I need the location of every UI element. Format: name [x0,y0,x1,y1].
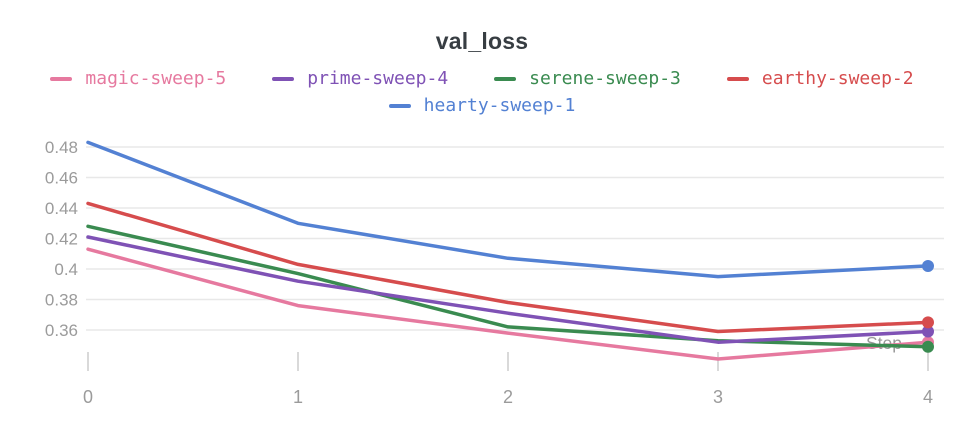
x-axis-tick-label: 0 [83,387,93,407]
chart-legend: magic-sweep-5 prime-sweep-4 serene-sweep-3… [0,68,964,117]
x-axis-tick-label: 3 [713,387,723,407]
legend-label: serene-sweep-3 [529,68,681,89]
legend-label: magic-sweep-5 [85,68,227,89]
legend-item-hearty-sweep-1[interactable]: hearty-sweep-1 [388,95,576,117]
legend-swatch-icon [388,104,411,108]
y-axis-tick-label: 0.48 [45,138,78,157]
legend-row: magic-sweep-5 prime-sweep-4 serene-sweep-3… [50,68,914,90]
chart-title: val_loss [435,28,529,54]
legend-item-serene-sweep-3[interactable]: serene-sweep-3 [494,68,681,90]
series-line-serene-sweep-3[interactable] [86,224,930,349]
series-endpoint-earthy-sweep-2[interactable] [922,316,934,329]
y-axis-tick-label: 0.42 [45,230,78,249]
legend-swatch-icon [272,77,295,81]
series-endpoint-hearty-sweep-1[interactable] [922,259,934,272]
legend-label: prime-sweep-4 [307,68,449,89]
legend-row: hearty-sweep-1 [388,95,576,117]
series-line-magic-sweep-5[interactable] [86,247,930,361]
legend-swatch-icon [50,77,73,81]
legend-swatch-icon [494,77,517,81]
series-endpoint-prime-sweep-4[interactable] [922,325,934,338]
legend-label: hearty-sweep-1 [423,95,576,116]
x-axis-tick-label: 2 [503,387,513,407]
series-line-prime-sweep-4[interactable] [86,235,930,344]
legend-swatch-icon [726,77,749,81]
legend-item-prime-sweep-4[interactable]: prime-sweep-4 [272,68,448,90]
series-line-earthy-sweep-2[interactable] [86,201,930,334]
y-axis-tick-label: 0.38 [45,291,78,310]
y-axis-tick-label: 0.36 [45,321,78,340]
series-endpoint-serene-sweep-3[interactable] [922,340,934,353]
legend-item-magic-sweep-5[interactable]: magic-sweep-5 [50,68,226,90]
legend-label: earthy-sweep-2 [761,68,914,89]
series-line-hearty-sweep-1[interactable] [86,140,930,279]
y-axis-tick-label: 0.46 [45,169,78,188]
x-axis-tick-label: 4 [923,387,933,407]
x-axis-tick-label: 1 [293,387,303,407]
y-axis-tick-label: 0.44 [45,199,78,218]
y-axis-tick-label: 0.4 [54,260,78,279]
legend-item-earthy-sweep-2[interactable]: earthy-sweep-2 [726,68,914,90]
